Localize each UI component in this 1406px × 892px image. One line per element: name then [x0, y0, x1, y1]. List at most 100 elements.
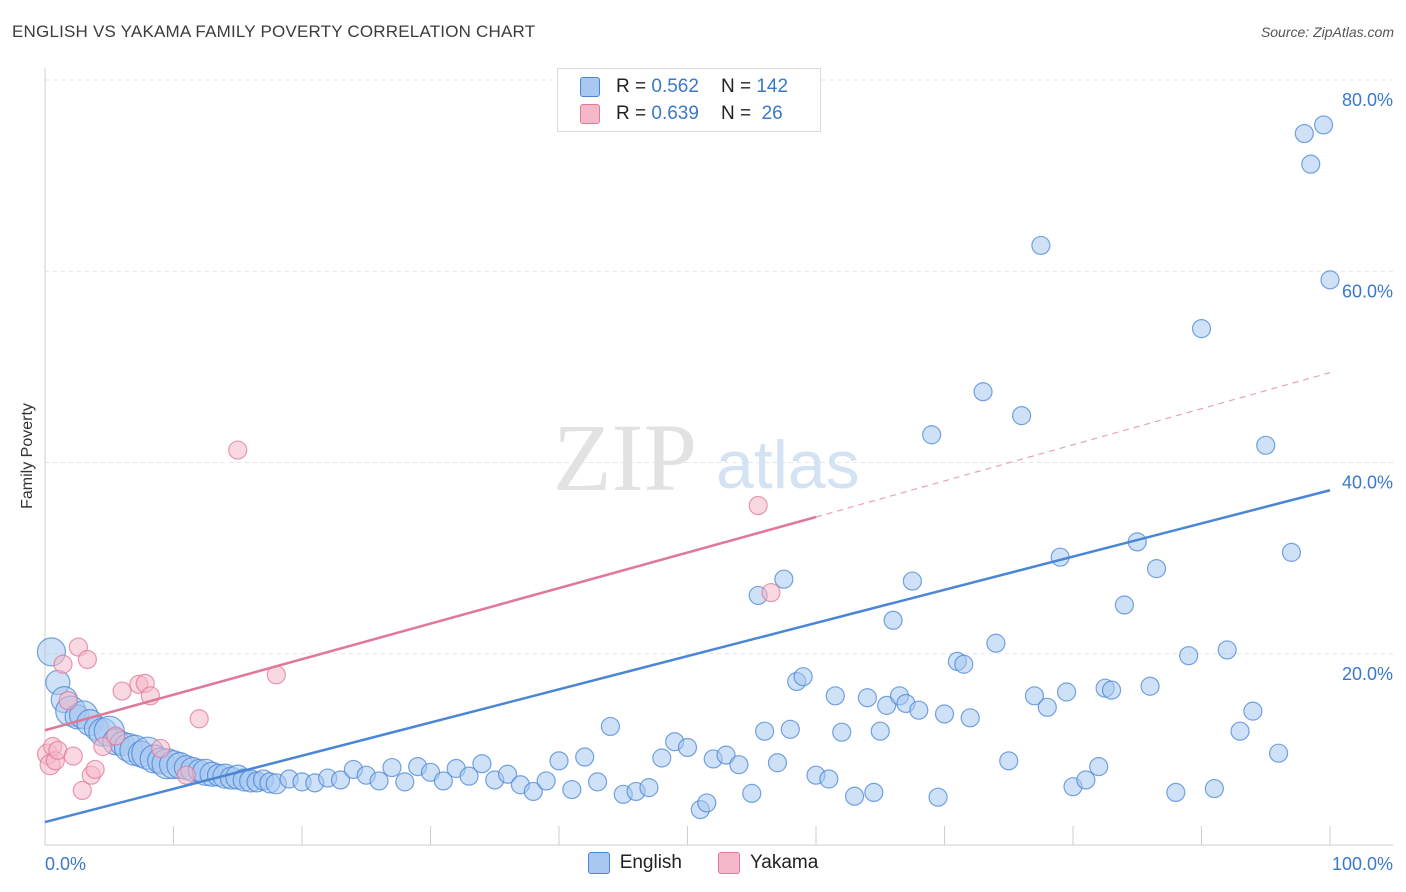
legend-yakama-label: Yakama	[750, 852, 819, 873]
legend-english-swatch	[587, 852, 610, 874]
yakama-point	[93, 736, 113, 757]
x-axis-ticks	[173, 826, 1331, 845]
english-point	[973, 382, 993, 402]
legend-english-label: English	[619, 852, 683, 873]
n-label: N =	[720, 103, 752, 124]
yakama-point	[151, 738, 171, 759]
english-point	[1114, 595, 1135, 615]
yakama-point	[228, 440, 248, 460]
english-point	[870, 721, 890, 741]
english-point	[1037, 697, 1057, 717]
english-point	[1281, 542, 1302, 562]
source-label: Source: ZipAtlas.com	[1260, 24, 1394, 40]
english-point	[498, 764, 518, 784]
stats-row-english: R = 0.562 N = 142	[580, 74, 788, 100]
english-point	[1101, 680, 1122, 700]
english-point	[1217, 640, 1237, 660]
english-point	[1179, 646, 1199, 666]
legend-item-yakama: Yakama	[718, 852, 818, 874]
gridlines	[45, 79, 1393, 655]
english-point	[844, 786, 865, 806]
english-point	[793, 667, 813, 687]
yakama-point	[77, 649, 98, 670]
english-point	[1140, 676, 1160, 696]
yakama-point	[53, 654, 73, 674]
english-point	[600, 716, 621, 737]
y-axis-tick-labels: 20.0% 40.0% 60.0% 80.0%	[1342, 90, 1393, 684]
english-point	[960, 708, 980, 728]
english-point	[767, 753, 788, 773]
stats-row-yakama: R = 0.639 N = 26	[580, 101, 783, 127]
yakama-swatch	[580, 104, 600, 124]
english-point	[819, 769, 839, 789]
english-point	[986, 633, 1006, 653]
english-point	[780, 719, 800, 739]
english-point	[954, 654, 974, 674]
r-value: 0.639	[651, 103, 699, 124]
y-tick-label: 80.0%	[1342, 90, 1393, 110]
english-point	[395, 772, 415, 792]
x-axis-tick-labels: 0.0% 100.0%	[45, 854, 1393, 874]
english-point	[999, 751, 1019, 771]
english-point	[369, 771, 389, 791]
r-value: 0.562	[651, 76, 699, 97]
english-point	[523, 781, 543, 802]
yakama-point	[748, 495, 768, 516]
r-label: R =	[616, 103, 647, 124]
english-point	[1301, 154, 1321, 174]
english-point	[1024, 686, 1045, 706]
n-label: N =	[720, 76, 752, 97]
english-point	[928, 787, 948, 807]
yakama-point	[112, 681, 132, 701]
watermark: ZIP atlas	[553, 404, 860, 511]
y-tick-label: 20.0%	[1342, 664, 1393, 684]
english-point	[1204, 778, 1224, 799]
yakama-point	[176, 765, 196, 785]
english-point	[922, 425, 942, 445]
english-point	[1191, 319, 1212, 339]
english-point	[587, 772, 608, 792]
yakama-point	[63, 746, 83, 766]
yakama-trendline	[44, 515, 817, 732]
english-point	[433, 771, 453, 791]
english-point	[549, 751, 569, 771]
english-point	[639, 778, 659, 798]
english-point	[1056, 682, 1077, 702]
english-point	[774, 569, 794, 589]
english-point	[1243, 701, 1263, 721]
x-tick-label: 100.0%	[1332, 854, 1393, 874]
english-point	[677, 737, 698, 758]
legend-item-english: English	[587, 852, 683, 874]
english-point	[1089, 756, 1109, 777]
english-point	[742, 783, 762, 803]
english-point	[459, 766, 479, 786]
english-point	[382, 757, 402, 778]
y-tick-label: 60.0%	[1342, 281, 1393, 301]
english-point	[754, 721, 775, 741]
english-point	[877, 695, 897, 715]
english-point	[832, 722, 852, 742]
axes	[44, 68, 1393, 846]
english-point	[1294, 123, 1314, 144]
english-point	[1320, 270, 1340, 290]
data-points	[36, 115, 1340, 820]
english-point	[1313, 115, 1334, 135]
yakama-point	[58, 691, 78, 711]
english-point	[909, 700, 929, 720]
n-value: 26	[756, 103, 783, 124]
english-point	[472, 754, 492, 774]
english-point	[652, 748, 672, 768]
trendlines	[44, 372, 1331, 824]
watermark-zip: ZIP	[553, 404, 697, 511]
r-label: R =	[616, 76, 647, 97]
yakama-point	[106, 726, 126, 746]
english-point	[716, 745, 736, 765]
english-point	[902, 571, 922, 591]
english-point	[729, 755, 749, 775]
english-point	[562, 779, 582, 800]
english-point	[536, 771, 556, 791]
english-point	[1230, 721, 1250, 741]
stats-box: R = 0.562 N = 142 R = 0.639 N = 26	[557, 68, 821, 132]
watermark-atlas: atlas	[716, 427, 860, 503]
